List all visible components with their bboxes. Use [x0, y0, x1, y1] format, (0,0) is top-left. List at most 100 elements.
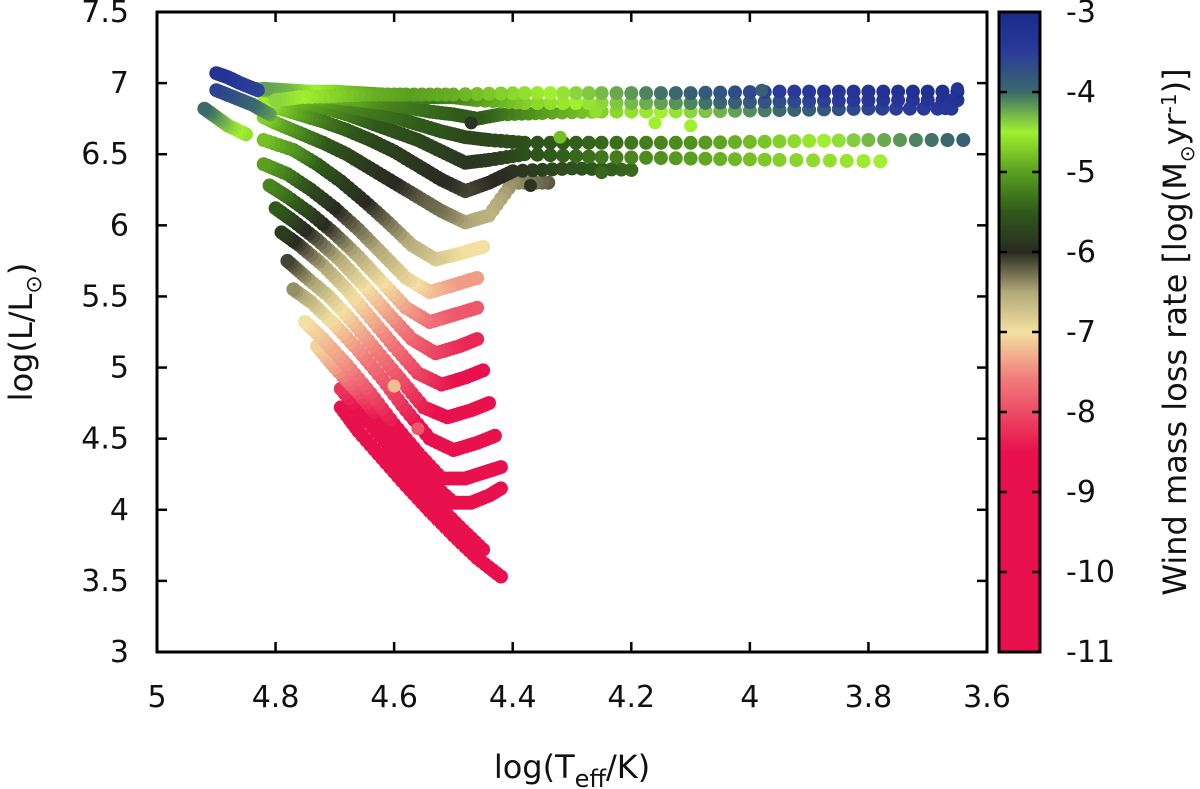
track-point	[556, 148, 571, 163]
track-point	[543, 96, 558, 110]
track-point	[817, 133, 831, 148]
colorbar-title: Wind mass loss rate [log(M⊙yr-1)]	[1156, 68, 1199, 595]
track-point	[787, 84, 802, 99]
track-point	[683, 151, 698, 166]
track-point	[742, 85, 757, 100]
track-point	[873, 154, 888, 169]
colorbar-tick-label: -4	[1066, 75, 1096, 110]
track-point	[822, 153, 837, 168]
track-point	[609, 150, 624, 165]
track-point	[256, 133, 271, 147]
y-tick-label: 3.5	[81, 564, 129, 599]
end-marker	[524, 179, 537, 192]
colorbar-tick-label: -3	[1066, 0, 1096, 30]
track-point	[940, 133, 955, 147]
track-point	[581, 135, 596, 150]
track-point	[728, 135, 742, 150]
track-point	[924, 133, 939, 147]
track-point	[846, 133, 861, 148]
track-point	[565, 161, 579, 176]
track-point	[683, 86, 698, 101]
track-point	[274, 225, 289, 240]
x-tick-label: 4.6	[370, 680, 418, 715]
track-point	[556, 96, 571, 110]
track-point	[530, 135, 545, 150]
track-point	[861, 84, 876, 99]
track-point	[831, 84, 846, 99]
x-tick-label: 3.6	[963, 680, 1011, 715]
track-5	[280, 253, 496, 425]
track-point	[574, 161, 589, 176]
track-point	[614, 162, 629, 177]
track-point	[543, 148, 558, 163]
end-marker	[755, 83, 769, 97]
track-point	[846, 84, 861, 99]
track-point	[569, 149, 583, 164]
track-8	[262, 178, 485, 329]
colorbar-tick-label: -8	[1066, 395, 1096, 430]
track-point	[713, 85, 728, 100]
track-point	[594, 86, 609, 101]
track-point	[569, 86, 583, 101]
track-point	[493, 86, 508, 101]
track-point	[683, 135, 698, 150]
track-point	[668, 151, 683, 166]
track-point	[757, 152, 772, 167]
y-tick-label: 5.5	[81, 279, 129, 314]
track-point	[569, 96, 583, 110]
track-point	[609, 96, 624, 110]
track-point	[653, 86, 668, 101]
track-point	[728, 152, 742, 167]
end-marker	[387, 379, 401, 393]
track-point	[609, 86, 624, 101]
x-axis-title: log(Teff/K)	[494, 748, 650, 789]
y-tick-label: 6	[110, 208, 129, 243]
end-marker	[197, 102, 211, 116]
track-point	[713, 95, 728, 110]
track-point	[535, 162, 550, 177]
track-point	[286, 282, 301, 297]
track-point	[569, 135, 583, 150]
track-point	[556, 86, 571, 101]
track-point	[624, 135, 639, 150]
y-axis: 3 3.5 4 4.5 5 5.5 6 6.5 7 7.5	[81, 0, 987, 670]
track-point	[817, 84, 831, 99]
track-point	[861, 133, 876, 147]
x-tick-label: 5	[147, 680, 166, 715]
x-tick-label: 3.8	[845, 680, 893, 715]
track-point	[772, 94, 787, 109]
track-point	[713, 135, 728, 150]
end-marker	[589, 105, 603, 119]
track-point	[268, 201, 283, 216]
track-point	[802, 84, 817, 99]
colorbar-tick-label: -5	[1066, 155, 1096, 190]
track-point	[515, 163, 530, 178]
track-point	[789, 153, 804, 168]
track-point	[787, 94, 802, 109]
track-point	[639, 86, 654, 101]
track-point	[772, 134, 787, 149]
colorbar-tick-label: -6	[1066, 235, 1096, 270]
track-3	[298, 315, 508, 486]
track-point	[581, 86, 596, 101]
track-point	[698, 151, 713, 166]
track-point	[298, 315, 313, 329]
track-point	[893, 133, 907, 147]
track-point	[624, 162, 639, 177]
track-point	[530, 96, 545, 110]
track-point	[877, 133, 892, 147]
end-marker	[595, 166, 609, 180]
track-point	[757, 134, 772, 149]
y-tick-label: 6.5	[81, 137, 129, 172]
track-point	[908, 133, 923, 147]
x-tick-label: 4.2	[607, 680, 655, 715]
track-point	[920, 84, 935, 99]
colorbar-axis: -3 -4 -5 -6 -7 -8 -9 -10 -11	[999, 0, 1115, 670]
end-marker	[553, 130, 567, 144]
end-markers	[197, 66, 970, 436]
track-point	[806, 153, 821, 168]
track-point	[905, 84, 920, 99]
track-point	[482, 86, 496, 101]
track-point	[802, 133, 817, 148]
